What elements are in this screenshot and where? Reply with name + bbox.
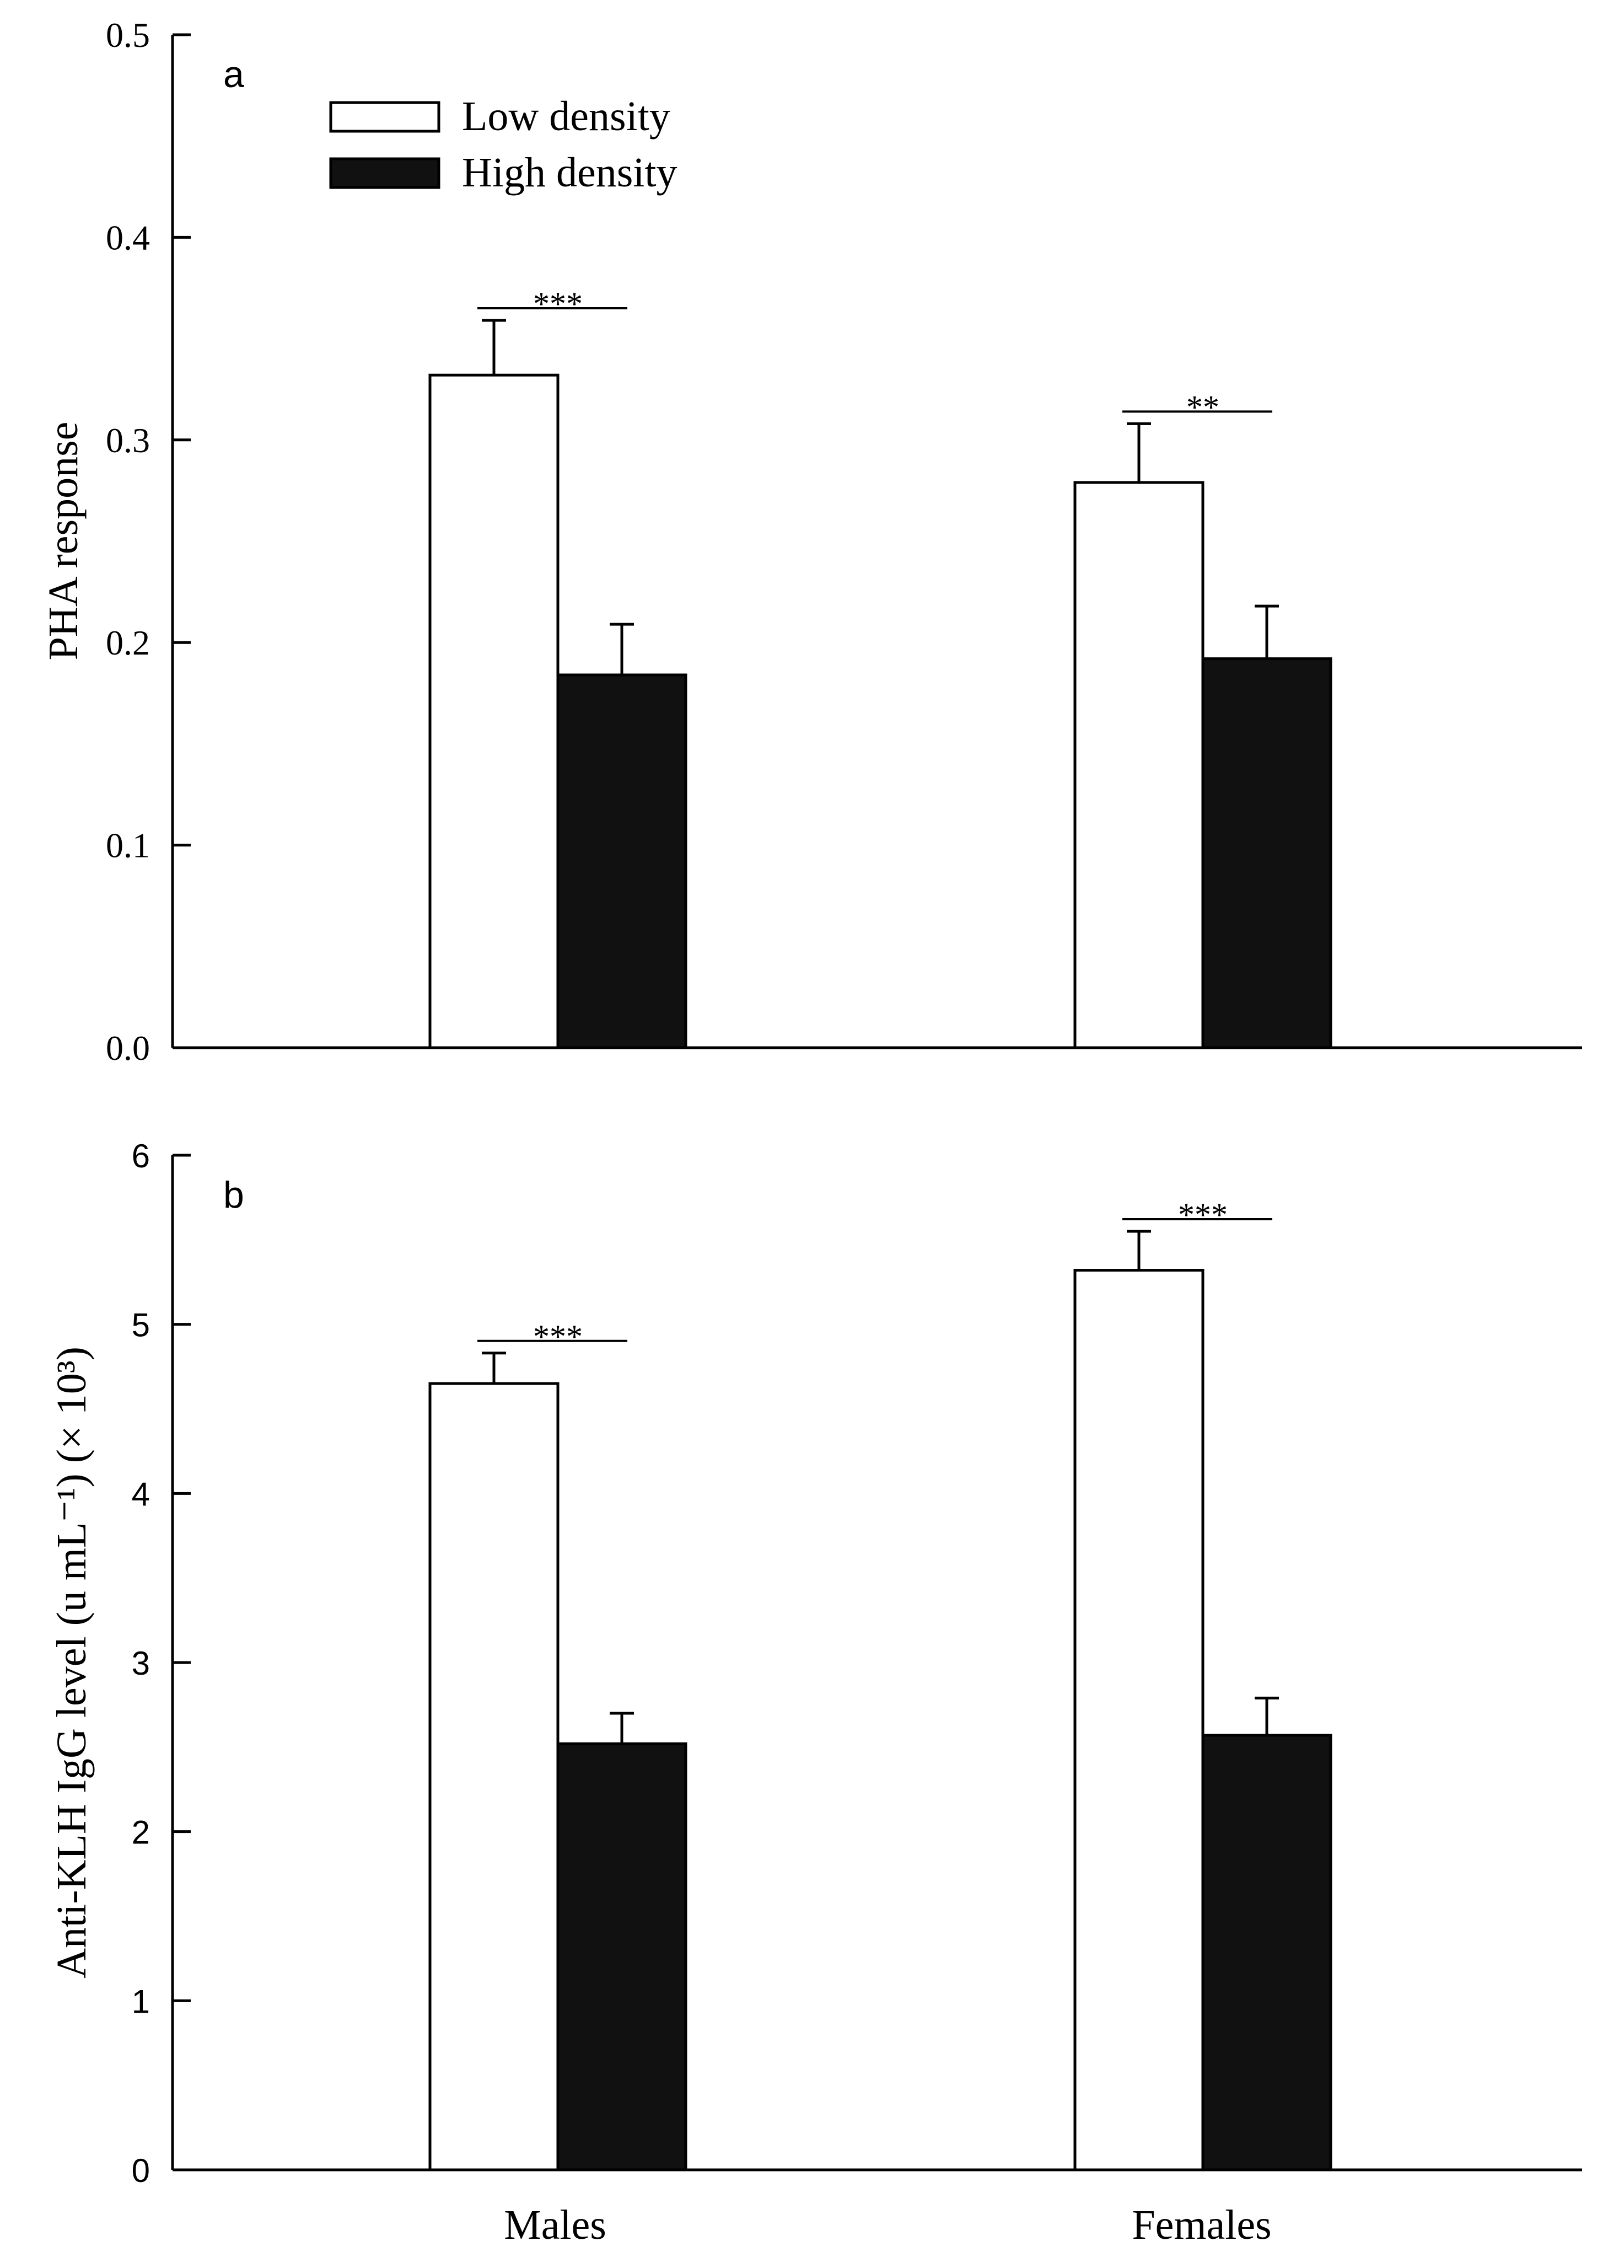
y-tick-labels: 0 1 2 3 4 5 6: [132, 1138, 150, 2189]
x-category-label-females: Females: [1132, 2202, 1271, 2248]
y-tick-labels: 0.0 0.1 0.2 0.3 0.4 0.5: [106, 15, 150, 1068]
y-tick-label: 0.1: [106, 826, 150, 865]
bar-low-density-males: [428, 1382, 560, 2172]
legend-label-low-density: Low density: [462, 93, 670, 140]
legend-label-high-density: High density: [462, 149, 677, 196]
y-tick-label: 4: [132, 1476, 150, 1513]
y-tick-label: 0.0: [106, 1028, 150, 1068]
legend: Low density High density: [329, 93, 677, 196]
y-tick-label: 2: [132, 1814, 150, 1851]
significance-markers: *** ***: [477, 1197, 1272, 1355]
bar-low-density-males: [428, 373, 560, 1049]
significance-label-females: ***: [1178, 1197, 1228, 1233]
bar-low-density-females: [1073, 1269, 1204, 2172]
y-ticks: [173, 1154, 191, 2172]
y-tick-label: 6: [132, 1138, 150, 1175]
y-tick-label: 5: [132, 1307, 150, 1344]
bar-high-density-females: [1201, 1734, 1332, 2172]
x-category-label-males: Males: [504, 2202, 606, 2248]
bar-low-density-females: [1073, 481, 1204, 1049]
panel-b-label: b: [223, 1174, 244, 1216]
bar-high-density-females: [1201, 657, 1332, 1049]
significance-label-females: **: [1186, 389, 1219, 425]
y-tick-label: 0: [132, 2152, 150, 2189]
bar-high-density-males: [556, 1742, 687, 2172]
y-tick-label: 1: [132, 1983, 150, 2020]
bars: [428, 1230, 1332, 2172]
y-tick-label: 3: [132, 1645, 150, 1682]
y-axis-title: PHA response: [40, 422, 87, 661]
y-tick-label: 0.4: [106, 218, 150, 257]
bar-high-density-males: [556, 673, 687, 1049]
legend-swatch-low-density: [329, 101, 440, 133]
significance-label-males: ***: [533, 1318, 583, 1355]
y-tick-label: 0.5: [106, 15, 150, 55]
bars: [428, 319, 1332, 1049]
y-tick-label: 0.2: [106, 623, 150, 662]
legend-swatch-high-density: [329, 157, 440, 189]
significance-label-males: ***: [533, 286, 583, 322]
y-tick-label: 0.3: [106, 421, 150, 460]
significance-markers: *** **: [477, 286, 1272, 425]
panel-a-label: a: [223, 53, 244, 95]
panel-b-chart: b 0 1 2 3 4 5 6 Anti-KLH IgG level (u mL…: [49, 1138, 1582, 2248]
panel-a-chart: a Low density High density 0.0 0.1 0.2 0…: [40, 15, 1582, 1068]
y-axis-title: Anti-KLH IgG level (u mL⁻¹) (× 10³): [49, 1347, 95, 1979]
y-ticks: [173, 33, 191, 1049]
